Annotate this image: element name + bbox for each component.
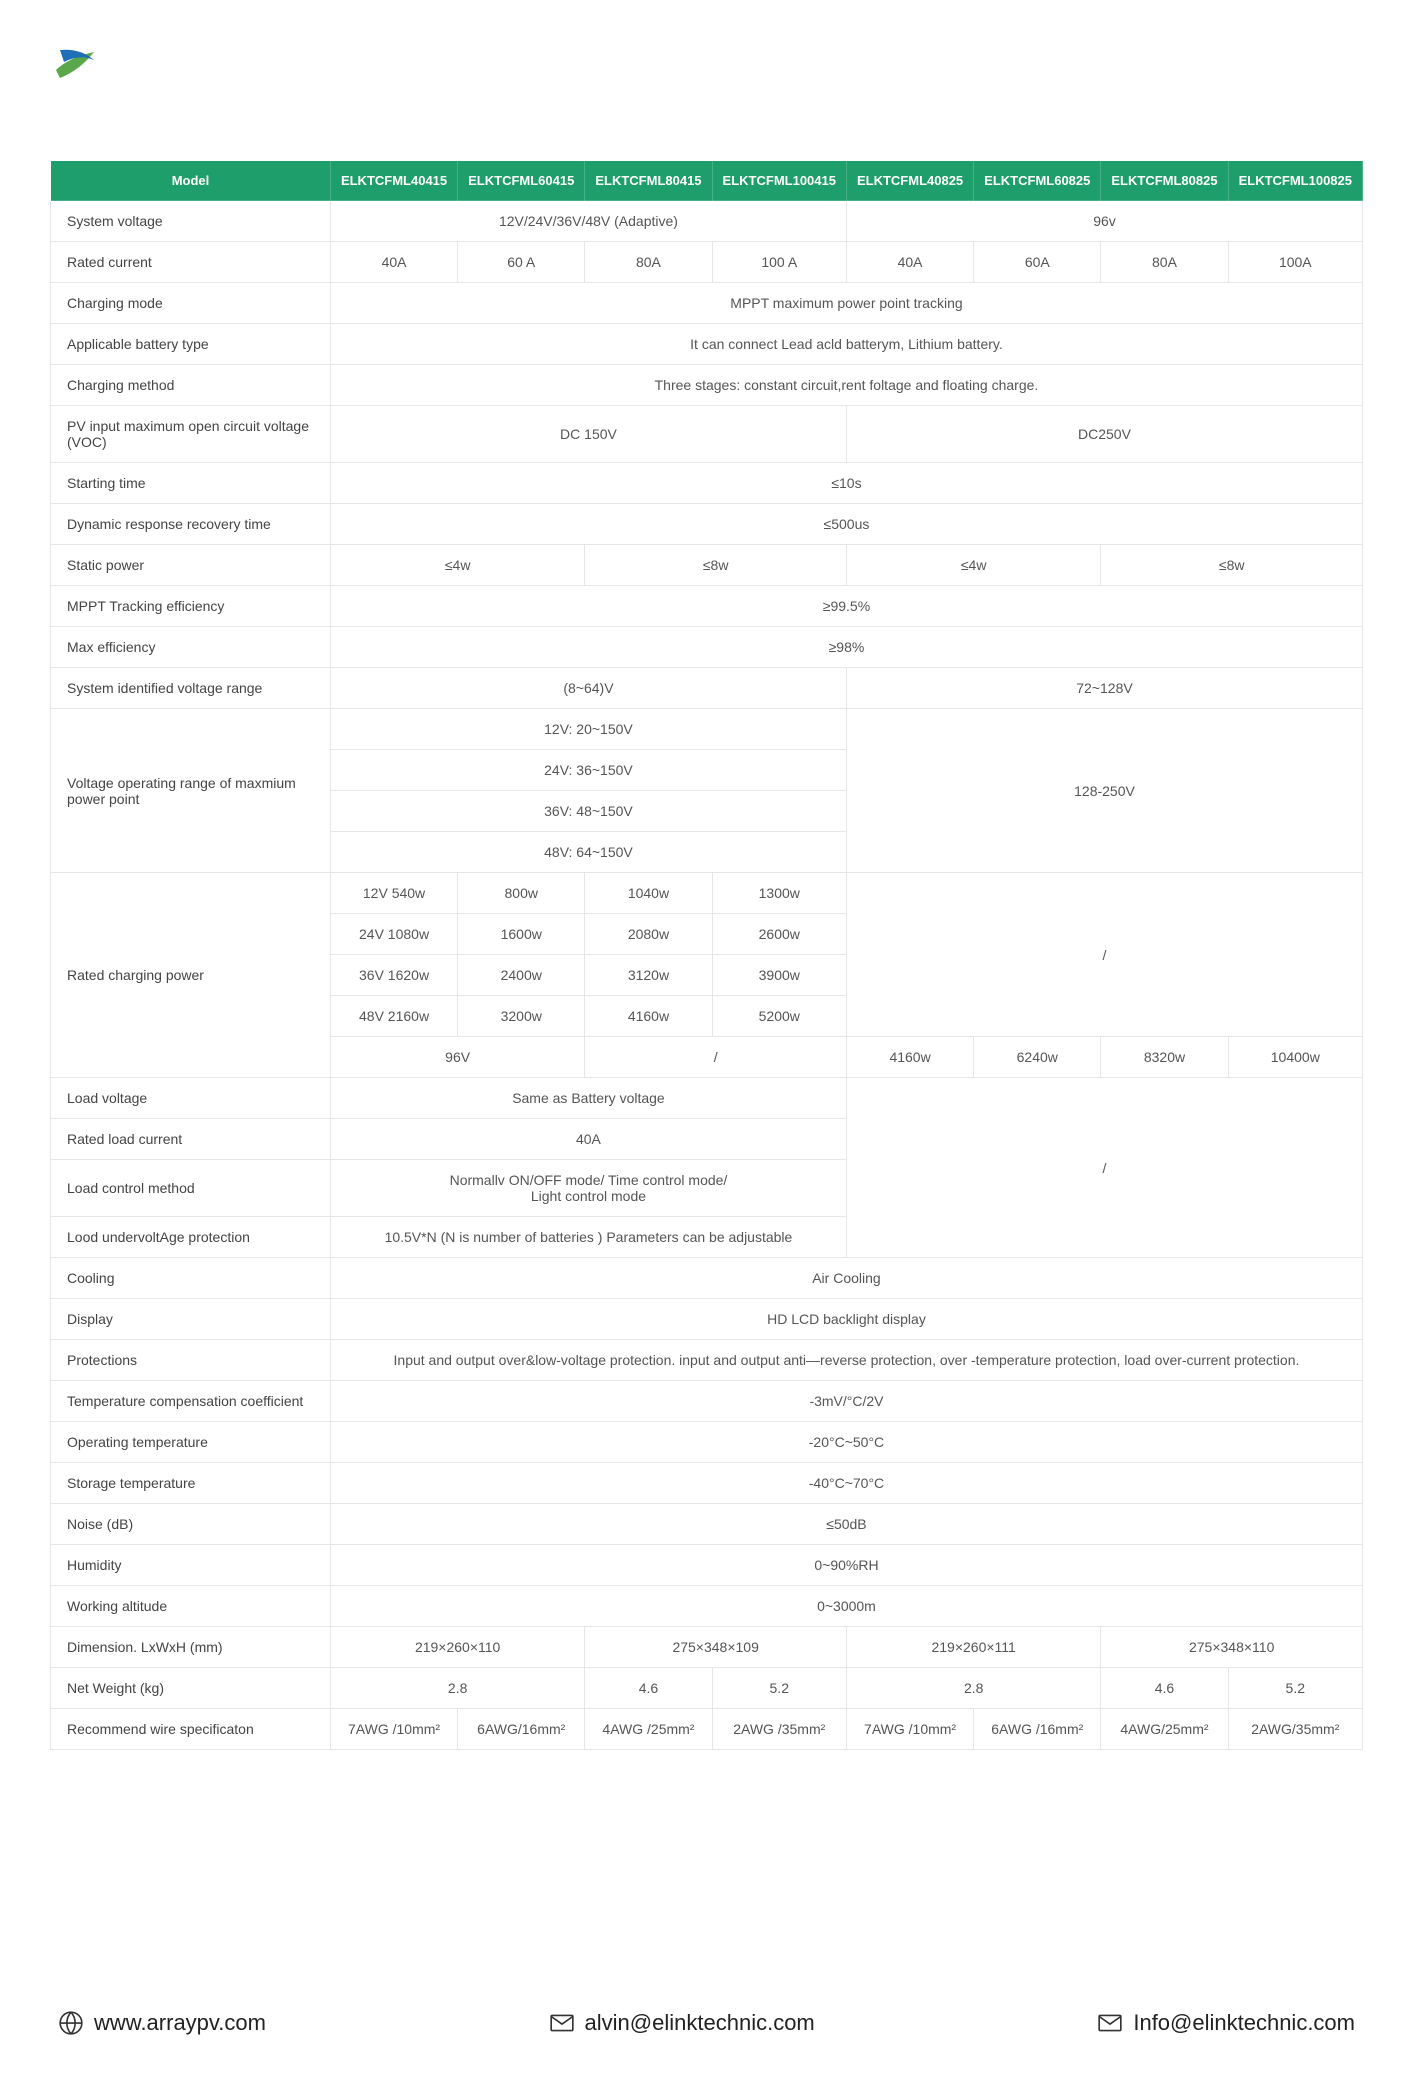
row-temp-comp: Temperature compensation coefficient -3m… (51, 1381, 1363, 1422)
row-load-voltage: Load voltage Same as Battery voltage / (51, 1078, 1363, 1119)
row-rp-1: Rated charging power 12V 540w 800w 1040w… (51, 873, 1363, 914)
col-m8: ELKTCFML100825 (1228, 161, 1362, 201)
col-m1: ELKTCFML40415 (330, 161, 457, 201)
row-wire: Recommend wire specificaton 7AWG /10mm² … (51, 1709, 1363, 1750)
row-system-voltage: System voltage 12V/24V/36V/48V (Adaptive… (51, 201, 1363, 242)
col-m3: ELKTCFML80415 (585, 161, 712, 201)
row-charging-method: Charging method Three stages: constant c… (51, 365, 1363, 406)
footer-email-1: alvin@elinktechnic.com (549, 2010, 815, 2036)
row-starting-time: Starting time ≤10s (51, 463, 1363, 504)
col-m5: ELKTCFML40825 (846, 161, 973, 201)
row-storage-temp: Storage temperature -40°C~70°C (51, 1463, 1363, 1504)
spec-table: Model ELKTCFML40415 ELKTCFML60415 ELKTCF… (50, 160, 1363, 1750)
row-dynamic-response: Dynamic response recovery time ≤500us (51, 504, 1363, 545)
row-vop-1: Voltage operating range of maxmium power… (51, 709, 1363, 750)
footer-email-2: Info@elinktechnic.com (1097, 2010, 1355, 2036)
row-rated-current: Rated current 40A 60 A 80A 100 A 40A 60A… (51, 242, 1363, 283)
col-m4: ELKTCFML100415 (712, 161, 846, 201)
row-battery-type: Applicable battery type It can connect L… (51, 324, 1363, 365)
footer-email2-text: Info@elinktechnic.com (1133, 2010, 1355, 2036)
footer-website: www.arraypv.com (58, 2010, 266, 2036)
col-m6: ELKTCFML60825 (974, 161, 1101, 201)
row-sys-voltage-range: System identified voltage range (8~64)V … (51, 668, 1363, 709)
brand-logo (50, 40, 100, 90)
row-humidity: Humidity 0~90%RH (51, 1545, 1363, 1586)
mail-icon (549, 2010, 575, 2036)
mail-icon (1097, 2010, 1123, 2036)
row-cooling: Cooling Air Cooling (51, 1258, 1363, 1299)
row-mppt-eff: MPPT Tracking efficiency ≥99.5% (51, 586, 1363, 627)
row-static-power: Static power ≤4w ≤8w ≤4w ≤8w (51, 545, 1363, 586)
row-dimension: Dimension. LxWxH (mm) 219×260×110 275×34… (51, 1627, 1363, 1668)
row-display: Display HD LCD backlight display (51, 1299, 1363, 1340)
header-row: Model ELKTCFML40415 ELKTCFML60415 ELKTCF… (51, 161, 1363, 201)
globe-icon (58, 2010, 84, 2036)
row-charging-mode: Charging mode MPPT maximum power point t… (51, 283, 1363, 324)
row-max-eff: Max efficiency ≥98% (51, 627, 1363, 668)
row-altitude: Working altitude 0~3000m (51, 1586, 1363, 1627)
footer-url: www.arraypv.com (94, 2010, 266, 2036)
row-noise: Noise (dB) ≤50dB (51, 1504, 1363, 1545)
col-m2: ELKTCFML60415 (458, 161, 585, 201)
row-weight: Net Weight (kg) 2.8 4.6 5.2 2.8 4.6 5.2 (51, 1668, 1363, 1709)
row-pv-voc: PV input maximum open circuit voltage (V… (51, 406, 1363, 463)
footer-email1-text: alvin@elinktechnic.com (585, 2010, 815, 2036)
row-op-temp: Operating temperature -20°C~50°C (51, 1422, 1363, 1463)
col-model: Model (51, 161, 331, 201)
footer: www.arraypv.com alvin@elinktechnic.com I… (50, 2010, 1363, 2036)
row-protections: Protections Input and output over&low-vo… (51, 1340, 1363, 1381)
col-m7: ELKTCFML80825 (1101, 161, 1228, 201)
